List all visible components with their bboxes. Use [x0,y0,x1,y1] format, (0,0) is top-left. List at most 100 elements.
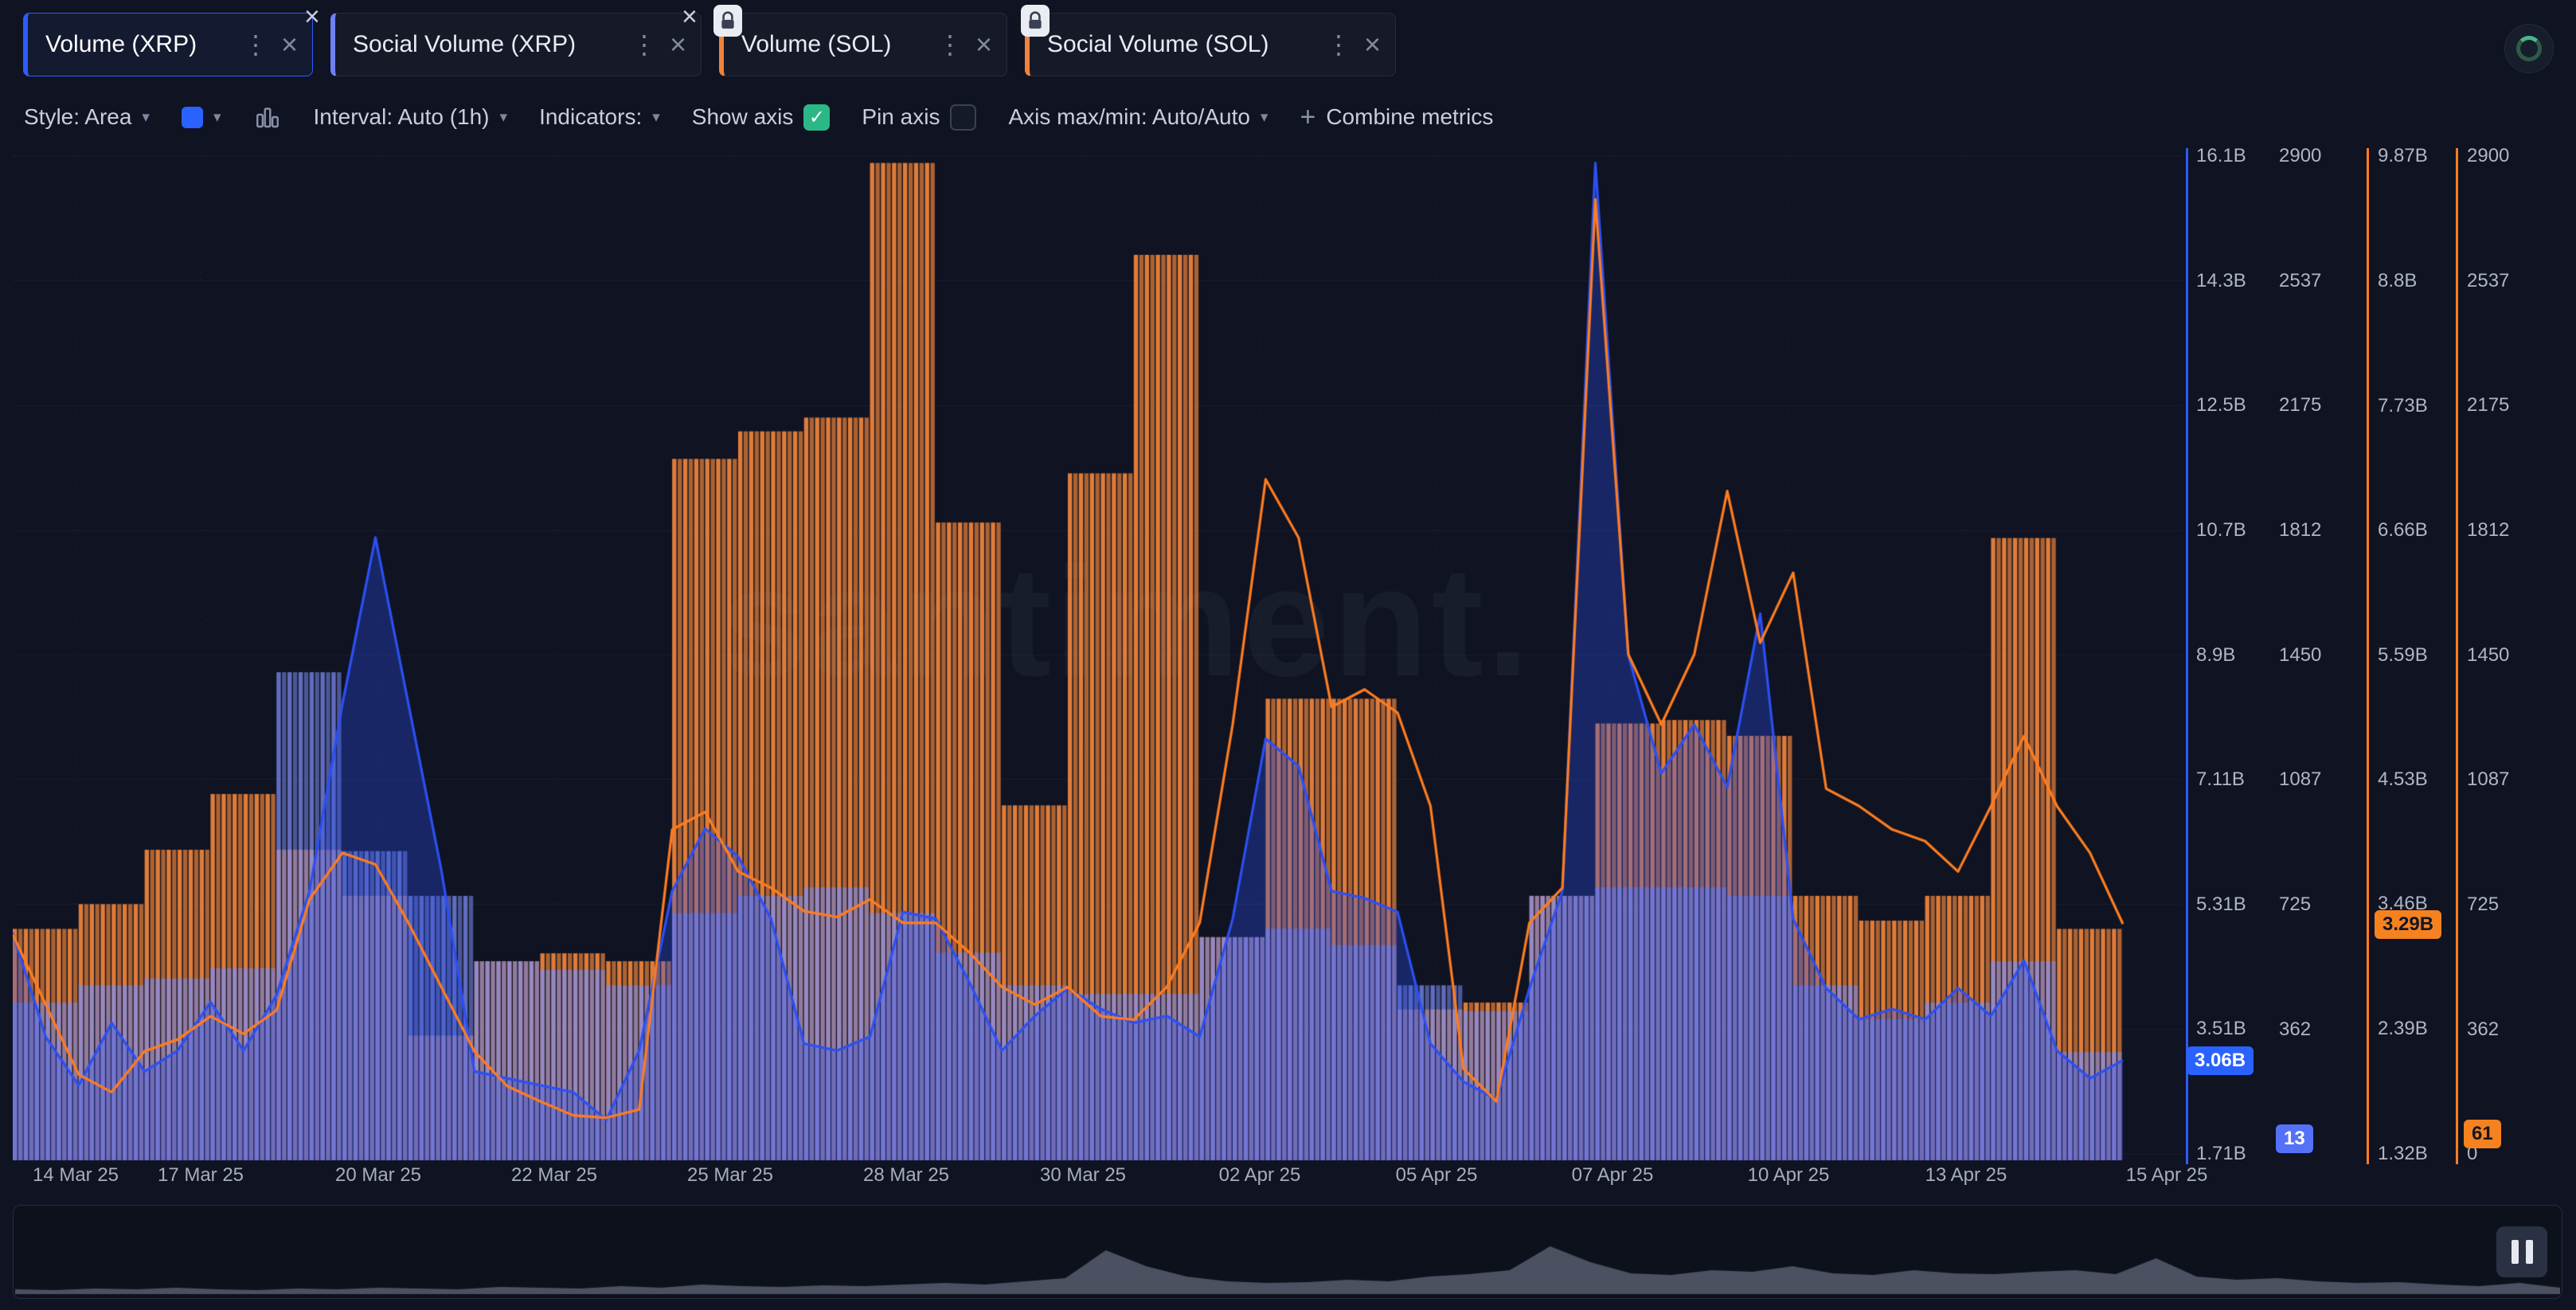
axis-tick-label: 9.87B [2378,145,2428,166]
tab-label: Volume (XRP) [45,31,197,57]
show-axis-label: Show axis [691,104,794,129]
axis-tick-label: 14.3B [2196,269,2246,291]
axis-tick-label: 362 [2279,1018,2312,1040]
time-navigator[interactable] [13,1205,2562,1299]
main-chart[interactable] [13,143,2182,1167]
interval-label: Interval: Auto (1h) [313,104,490,129]
check-icon: ✓ [808,106,825,128]
chevron-down-icon: ▾ [213,108,221,126]
y-axis-social-volume-sol[interactable]: 2900 2537 2175 1812 1450 1087 725 362 0 61 [2464,0,2550,1310]
metric-tabs: Volume (XRP) ⋮ × Social Volume (XRP) ⋮ ×… [23,13,1396,76]
indicators-dropdown[interactable]: Indicators: ▾ [539,104,660,130]
lock-glyph [721,11,734,29]
close-icon[interactable]: × [1363,28,1381,61]
close-icon[interactable]: × [975,28,992,61]
axis-value-badge: 61 [2464,1119,2501,1148]
axis-tick-label: 12.5B [2196,394,2246,416]
interval-dropdown[interactable]: Interval: Auto (1h) ▾ [314,104,508,130]
y-axis-volume-sol[interactable]: 9.87B 8.8B 7.73B 6.66B 5.59B 4.53B 3.46B 2.39B 1… [2375,0,2461,1310]
axis-tick-label: 0 [2467,1143,2478,1164]
axis-tick-label: 3.51B [2196,1018,2246,1040]
plus-icon: + [1300,102,1316,132]
app-status-button[interactable] [2504,24,2554,73]
axis-value-badge: 3.29B [2375,910,2442,940]
y-axis-volume-xrp[interactable]: 16.1B 14.3B 12.5B 10.7B 8.9B 7.11B 5.31B 3.51B 1… [2187,0,2279,1310]
x-axis-label: 20 Mar 25 [334,1164,422,1186]
indicators-label: Indicators: [539,104,643,129]
x-axis-label: 10 Apr 25 [1747,1164,1830,1186]
axis-tick-label: 7.11B [2196,768,2245,790]
y-axis-social-volume-xrp[interactable]: 2900 2537 2175 1812 1450 1087 725 362 13 [2276,0,2362,1310]
axis-tick-label: 725 [2467,893,2500,915]
axis-tick-label: 2175 [2279,394,2322,416]
axis-tick-label: 362 [2467,1018,2500,1040]
style-label: Style: Area [24,104,132,129]
kebab-menu-icon[interactable]: ⋮ [936,30,963,59]
x-axis-label: 13 Apr 25 [1925,1164,2007,1186]
axis-tick-label: 5.31B [2196,893,2246,915]
style-dropdown[interactable]: Style: Area ▾ [24,104,150,130]
x-axis-label: 30 Mar 25 [1039,1164,1127,1186]
x-axis-label: 17 Mar 25 [157,1164,244,1186]
show-axis-toggle[interactable]: Show axis ✓ [692,104,831,131]
kebab-menu-icon[interactable]: ⋮ [242,30,268,59]
axis-tick-label: 5.59B [2378,644,2428,667]
close-icon[interactable]: × [682,2,698,32]
axis-tick-label: 7.73B [2378,394,2428,416]
y-axis-line-volume-sol [2367,148,2369,1164]
lock-icon[interactable] [713,5,742,37]
pause-button[interactable] [2496,1226,2547,1277]
x-axis-label: 02 Apr 25 [1218,1164,1301,1186]
tab-volume-xrp[interactable]: Volume (XRP) ⋮ × [23,13,313,76]
lock-glyph [1029,11,1042,29]
tab-label: Volume (SOL) [741,31,892,57]
x-axis-label: 07 Apr 25 [1571,1164,1654,1186]
axis-tick-label: 2537 [2467,269,2510,291]
axis-tick-label: 16.1B [2196,145,2246,166]
pin-axis-toggle[interactable]: Pin axis [862,104,977,131]
tab-label: Social Volume (XRP) [353,31,577,57]
tab-volume-sol[interactable]: Volume (SOL) ⋮ × [719,13,1007,76]
kebab-menu-icon[interactable]: ⋮ [631,30,657,59]
axis-tick-label: 1812 [2467,519,2510,542]
x-axis-label: 05 Apr 25 [1395,1164,1478,1186]
tab-social-volume-xrp[interactable]: Social Volume (XRP) ⋮ × [330,13,702,76]
chart-columns-icon[interactable] [253,103,282,131]
close-icon[interactable]: × [304,2,320,32]
show-axis-checkbox[interactable]: ✓ [803,104,831,131]
axis-tick-label: 1.71B [2196,1143,2246,1164]
axis-value-badge: 3.06B [2187,1046,2254,1076]
combine-metrics-button[interactable]: + Combine metrics [1300,104,1493,131]
axis-tick-label: 1.32B [2378,1143,2428,1164]
x-axis: 14 Mar 25 17 Mar 25 20 Mar 25 22 Mar 25 25 M… [0,1164,2576,1190]
axis-tick-label: 2.39B [2378,1018,2428,1040]
axis-tick-label: 2175 [2467,394,2510,416]
axis-tick-label: 6.66B [2378,519,2428,542]
axis-tick-label: 725 [2279,893,2312,915]
x-axis-label: 25 Mar 25 [686,1164,774,1186]
tab-social-volume-sol[interactable]: Social Volume (SOL) ⋮ × [1025,13,1396,76]
status-ring-icon [2516,36,2542,61]
axis-tick-label: 1450 [2467,643,2510,666]
axis-tick-label: 8.9B [2196,643,2236,666]
pin-axis-checkbox[interactable] [950,104,977,131]
close-icon[interactable]: × [280,28,298,61]
axis-tick-label: 1812 [2279,519,2322,542]
axis-value-badge: 13 [2276,1124,2313,1153]
axis-tick-label: 2900 [2279,145,2322,166]
axis-maxmin-dropdown[interactable]: Axis max/min: Auto/Auto ▾ [1008,104,1268,130]
series-color-dropdown[interactable]: ▾ [181,106,221,128]
x-axis-label: 22 Mar 25 [510,1164,598,1186]
pause-bar-icon [2525,1240,2533,1264]
navigator-preview[interactable] [15,1207,2560,1296]
lock-icon[interactable] [1021,5,1050,37]
pin-axis-label: Pin axis [862,104,940,129]
kebab-menu-icon[interactable]: ⋮ [1325,30,1351,59]
toolbar: Style: Area ▾ ▾ Interval: Auto (1h) ▾ In… [24,97,1493,137]
x-axis-label: 15 Apr 25 [2125,1164,2208,1186]
axis-tick-label: 2900 [2467,145,2510,166]
axis-tick-label: 8.8B [2378,269,2418,291]
axis-maxmin-label: Axis max/min: Auto/Auto [1008,104,1250,129]
close-icon[interactable]: × [669,28,686,61]
